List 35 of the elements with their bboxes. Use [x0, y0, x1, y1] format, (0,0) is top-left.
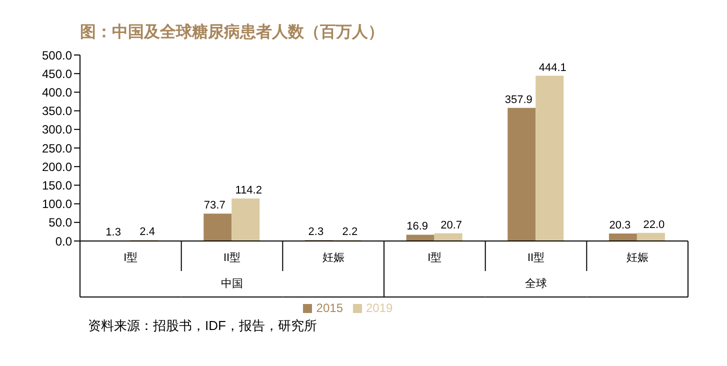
y-tick-label: 200.0	[42, 160, 72, 174]
data-label: 73.7	[204, 200, 226, 212]
data-label: 22.0	[643, 218, 665, 231]
y-tick-label: 400.0	[42, 85, 72, 100]
text: 全球	[525, 277, 547, 290]
text: 资料来源：招股书，IDF，报告，研究所	[87, 317, 318, 335]
y-tick-label: 0.0	[55, 234, 72, 248]
data-label: 444.1	[538, 62, 566, 74]
data-label: 16.9	[406, 220, 428, 233]
data-label: 1.3	[106, 226, 121, 239]
data-label: 357.9	[504, 94, 532, 106]
x-tick-label: II型	[527, 252, 545, 264]
data-label: 20.7	[440, 219, 462, 232]
y-tick-label: 150.0	[42, 178, 72, 192]
y-tick-label: 300.0	[42, 122, 72, 137]
legend-label: 2019	[366, 301, 393, 315]
chart-title: 图：中国及全球糖尿病患者人数（百万人）	[79, 22, 385, 43]
data-label: 114.2	[235, 184, 262, 197]
x-tick-label: I型	[428, 252, 442, 264]
text: 中国	[221, 277, 243, 290]
legend-label: 2015	[316, 301, 343, 315]
x-tick-label: 妊娠	[626, 252, 648, 264]
y-tick-label: 100.0	[42, 197, 72, 212]
x-tick-label: II型	[223, 252, 241, 264]
y-tick-label: 350.0	[42, 104, 72, 118]
x-tick-label: I型	[124, 252, 138, 264]
y-tick-label: 500.0	[42, 48, 72, 62]
data-label: 2.2	[342, 226, 358, 238]
x-tick-label: 妊娠	[322, 252, 344, 264]
y-tick-label: 50.0	[48, 216, 72, 230]
y-tick-label: 450.0	[42, 66, 72, 81]
data-label: 2.4	[140, 226, 155, 238]
data-label: 2.3	[308, 226, 324, 238]
y-tick-label: 250.0	[42, 141, 72, 156]
data-label: 20.3	[609, 219, 631, 232]
